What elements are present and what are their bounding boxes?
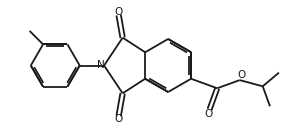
Text: O: O: [115, 7, 123, 17]
Text: N: N: [97, 61, 105, 70]
Text: O: O: [204, 109, 212, 119]
Text: O: O: [237, 70, 245, 80]
Text: O: O: [115, 114, 123, 124]
